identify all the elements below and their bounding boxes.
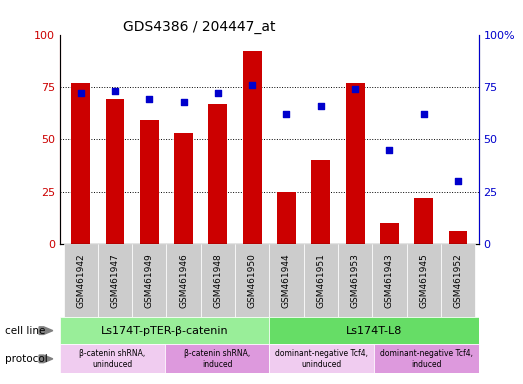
Point — [282, 111, 291, 117]
Text: GSM461949: GSM461949 — [145, 253, 154, 308]
Bar — [106, 99, 124, 244]
Point — [316, 103, 325, 109]
Bar — [372, 244, 406, 317]
Point — [454, 178, 462, 184]
Bar — [346, 83, 365, 244]
Text: GSM461944: GSM461944 — [282, 253, 291, 308]
Text: β-catenin shRNA,
induced: β-catenin shRNA, induced — [184, 349, 250, 369]
Bar — [269, 344, 374, 373]
Bar — [277, 192, 296, 244]
Bar — [380, 223, 399, 244]
Text: cell line: cell line — [5, 326, 46, 336]
Bar — [174, 133, 193, 244]
Point — [76, 90, 85, 96]
Bar — [71, 83, 90, 244]
Bar — [209, 104, 228, 244]
Text: GSM461945: GSM461945 — [419, 253, 428, 308]
Bar — [60, 344, 165, 373]
Bar — [414, 198, 433, 244]
Bar — [304, 244, 338, 317]
Text: GSM461950: GSM461950 — [248, 253, 257, 308]
Text: GSM461946: GSM461946 — [179, 253, 188, 308]
Point — [385, 147, 394, 153]
Text: GSM461953: GSM461953 — [350, 253, 360, 308]
Text: GSM461952: GSM461952 — [453, 253, 462, 308]
Bar — [269, 244, 304, 317]
Text: protocol: protocol — [5, 354, 48, 364]
Point — [179, 98, 188, 104]
Point — [214, 90, 222, 96]
Point — [145, 96, 153, 103]
Point — [351, 86, 359, 92]
Bar — [140, 120, 159, 244]
Bar — [166, 244, 201, 317]
Point — [111, 88, 119, 94]
Point — [248, 82, 256, 88]
Text: GSM461948: GSM461948 — [213, 253, 222, 308]
Text: GDS4386 / 204447_at: GDS4386 / 204447_at — [123, 20, 276, 33]
Text: GSM461947: GSM461947 — [110, 253, 120, 308]
Bar — [374, 344, 479, 373]
Bar — [441, 244, 475, 317]
Text: Ls174T-pTER-β-catenin: Ls174T-pTER-β-catenin — [101, 326, 229, 336]
Bar — [243, 51, 262, 244]
Bar — [98, 244, 132, 317]
Text: dominant-negative Tcf4,
uninduced: dominant-negative Tcf4, uninduced — [275, 349, 368, 369]
Text: β-catenin shRNA,
uninduced: β-catenin shRNA, uninduced — [79, 349, 145, 369]
Text: dominant-negative Tcf4,
induced: dominant-negative Tcf4, induced — [380, 349, 473, 369]
Bar — [311, 160, 330, 244]
Bar — [269, 317, 479, 344]
Bar — [165, 344, 269, 373]
Text: Ls174T-L8: Ls174T-L8 — [346, 326, 402, 336]
Bar — [449, 231, 468, 244]
Bar — [60, 317, 269, 344]
Bar — [235, 244, 269, 317]
Bar — [201, 244, 235, 317]
Point — [419, 111, 428, 117]
FancyArrow shape — [39, 327, 53, 334]
Bar — [338, 244, 372, 317]
Text: GSM461942: GSM461942 — [76, 253, 85, 308]
FancyArrow shape — [39, 355, 53, 362]
Text: GSM461943: GSM461943 — [385, 253, 394, 308]
Bar — [132, 244, 166, 317]
Bar — [406, 244, 441, 317]
Bar — [64, 244, 98, 317]
Text: GSM461951: GSM461951 — [316, 253, 325, 308]
